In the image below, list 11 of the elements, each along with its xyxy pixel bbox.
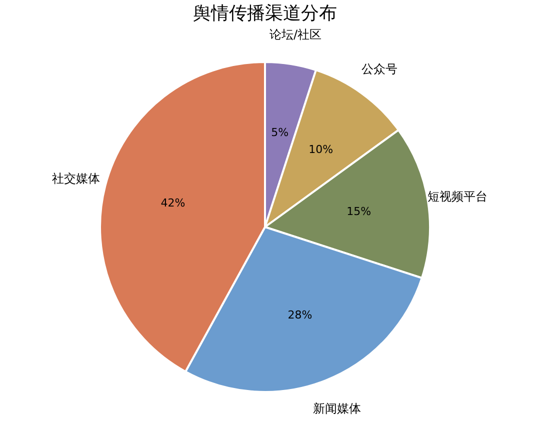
slice-label: 公众号 [362, 62, 398, 76]
slice-label: 社交媒体 [52, 172, 100, 186]
data-label: 28% [288, 308, 312, 322]
slice-label: 短视频平台 [428, 189, 488, 204]
data-label: 5% [271, 126, 289, 140]
data-label: 10% [308, 143, 334, 156]
data-label: 15% [346, 205, 372, 218]
data-label: 42% [160, 196, 186, 210]
slice-label: 新闻媒体 [312, 401, 361, 416]
slice-label: 论坛/社区 [269, 27, 322, 42]
chart-title: 舆情传播渠道分布 [193, 3, 337, 24]
